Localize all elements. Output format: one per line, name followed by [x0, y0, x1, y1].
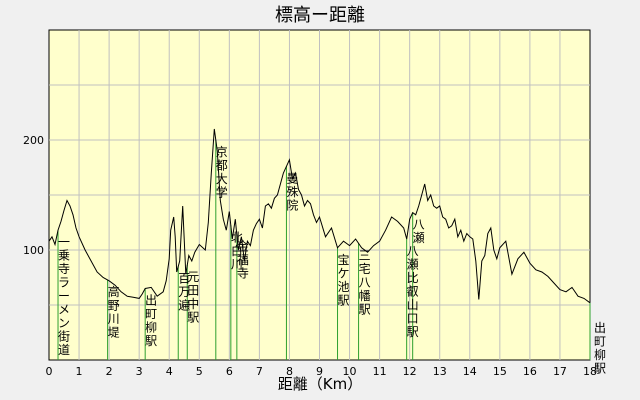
landmark-label: 八瀬比叡山口駅	[407, 244, 419, 339]
landmark-label: 元田中駅	[187, 270, 199, 325]
landmark-label: 北白川	[231, 230, 243, 271]
y-tick-label: 200	[23, 134, 44, 147]
x-tick-label: 10	[343, 365, 357, 378]
x-tick-label: 6	[226, 365, 233, 378]
landmark-label: 高野川堤	[108, 284, 120, 340]
x-tick-label: 1	[76, 365, 83, 378]
x-tick-label: 16	[523, 365, 537, 378]
landmark-label: 金福寺	[237, 239, 249, 281]
x-tick-label: 9	[316, 365, 323, 378]
y-tick-labels: 100 200	[23, 134, 44, 257]
landmark-label: 曼殊院	[286, 171, 298, 212]
y-tick-label: 100	[23, 244, 44, 257]
x-tick-label: 11	[373, 365, 387, 378]
x-tick-label: 17	[553, 365, 567, 378]
x-tick-label: 13	[433, 365, 447, 378]
x-axis-title: 距離（Km）	[278, 375, 362, 393]
landmark-label: 宝ケ池駅	[338, 253, 350, 308]
grid	[49, 30, 590, 360]
x-tick-labels: 0 1 2 3 4 5 6 7 8 9 10 11 12 13 14 15 16 17 18	[46, 365, 598, 378]
landmark-label: 百万遍	[178, 272, 190, 313]
x-tick-label: 5	[196, 365, 203, 378]
x-tick-label: 2	[106, 365, 113, 378]
landmark-label: 八瀬	[413, 218, 425, 246]
landmark-label: 一乗寺ラーメン街道	[58, 235, 70, 357]
landmark-label: 三宅八幡駅	[359, 248, 371, 316]
landmark-labels: 一乗寺ラーメン街道高野川堤出町柳駅百万遍元田中駅京都大学北白川金福寺曼殊院宝ケ池…	[58, 145, 606, 376]
landmark-label: 京都大学	[216, 145, 228, 200]
elevation-line	[48, 128, 591, 304]
x-tick-label: 3	[136, 365, 143, 378]
x-tick-label: 8	[286, 365, 293, 378]
x-tick-label: 18	[583, 365, 597, 378]
chart-title: 標高ー距離	[275, 5, 365, 26]
landmark-label: 出町柳駅	[594, 321, 606, 376]
x-tick-label: 4	[166, 365, 173, 378]
x-tick-label: 15	[493, 365, 507, 378]
x-tick-label: 14	[463, 365, 477, 378]
x-tick-label: 0	[46, 365, 53, 378]
landmark-label: 出町柳駅	[145, 294, 157, 349]
landmark-lines	[57, 140, 591, 360]
x-tick-label: 12	[403, 365, 417, 378]
x-tick-label: 7	[256, 365, 263, 378]
